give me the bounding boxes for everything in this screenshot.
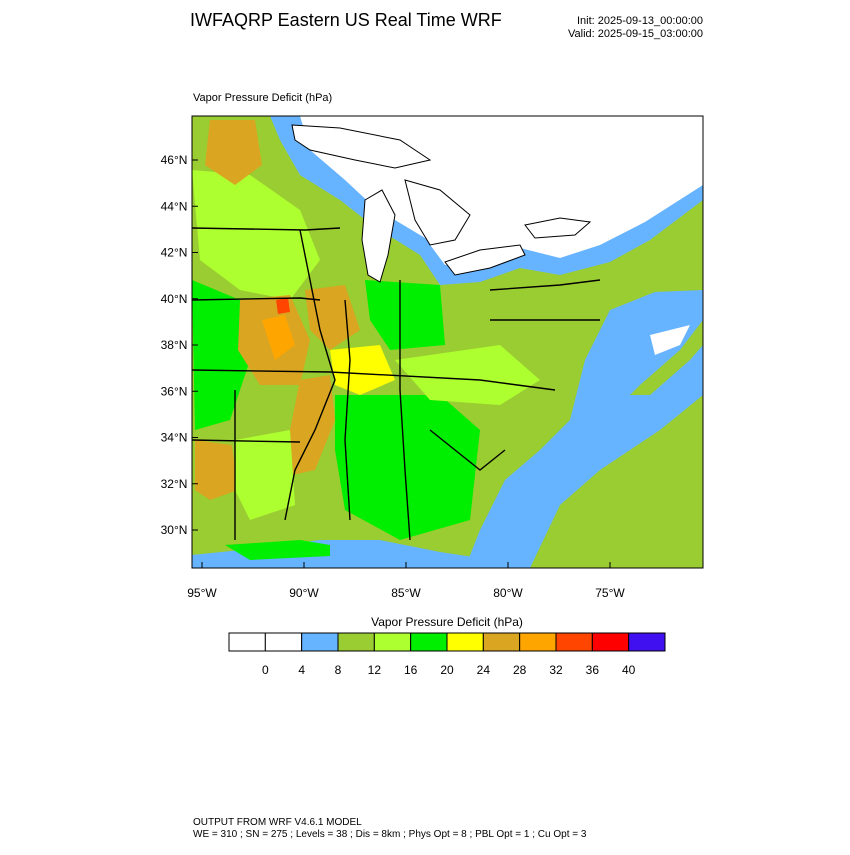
colorbar-swatch (519, 632, 557, 652)
lat-label: 30°N (161, 523, 188, 537)
colorbar-label: 24 (477, 663, 491, 677)
lat-label: 34°N (161, 431, 188, 445)
lat-label: 38°N (161, 338, 188, 352)
colorbar-swatch (337, 632, 375, 652)
colorbar-label: 4 (298, 663, 305, 677)
colorbar-swatch (228, 632, 266, 652)
colorbar: 0 4 8 12 16 20 24 28 32 36 40 (228, 632, 666, 677)
lat-label: 42°N (161, 246, 188, 260)
colorbar-swatch (410, 632, 448, 652)
colorbar-label: 0 (262, 663, 269, 677)
colorbar-swatch (446, 632, 484, 652)
colorbar-label: 16 (404, 663, 418, 677)
lat-ticks: 46°N 44°N 42°N 40°N 38°N 36°N 34°N 32°N 30°N (161, 153, 198, 537)
colorbar-swatch (301, 632, 339, 652)
lon-label: 80°W (493, 586, 523, 600)
colorbar-label: 36 (586, 663, 600, 677)
lat-label: 40°N (161, 292, 188, 306)
colorbar-label: 8 (335, 663, 342, 677)
colorbar-title: Vapor Pressure Deficit (hPa) (371, 615, 523, 629)
lat-label: 36°N (161, 384, 188, 398)
map-label: Vapor Pressure Deficit (hPa) (193, 92, 332, 104)
colorbar-swatch (555, 632, 593, 652)
init-time: Init: 2025-09-13_00:00:00 (577, 15, 703, 27)
map-frame (191, 115, 704, 569)
lon-label: 95°W (187, 586, 217, 600)
footer-line: WE = 310 ; SN = 275 ; Levels = 38 ; Dis … (193, 829, 587, 840)
colorbar-swatch (591, 632, 630, 652)
lat-label: 32°N (161, 477, 188, 491)
footer-line: OUTPUT FROM WRF V4.6.1 MODEL (193, 817, 362, 828)
colorbar-swatch (264, 632, 303, 652)
colorbar-label: 32 (549, 663, 563, 677)
colorbar-label: 28 (513, 663, 527, 677)
colorbar-label: 12 (368, 663, 382, 677)
colorbar-swatch (482, 632, 521, 652)
title: IWFAQRP Eastern US Real Time WRF (190, 10, 502, 30)
lon-label: 90°W (289, 586, 319, 600)
lon-label: 75°W (595, 586, 625, 600)
lon-ticks: 95°W 90°W 85°W 80°W 75°W (187, 562, 625, 600)
colorbar-label: 20 (440, 663, 454, 677)
colorbar-label: 40 (622, 663, 636, 677)
valid-time: Valid: 2025-09-15_03:00:00 (568, 28, 703, 40)
colorbar-swatch (628, 632, 666, 652)
lat-label: 46°N (161, 153, 188, 167)
lat-label: 44°N (161, 199, 188, 213)
map-field (192, 116, 703, 568)
lon-label: 85°W (391, 586, 421, 600)
colorbar-swatch (373, 632, 412, 652)
